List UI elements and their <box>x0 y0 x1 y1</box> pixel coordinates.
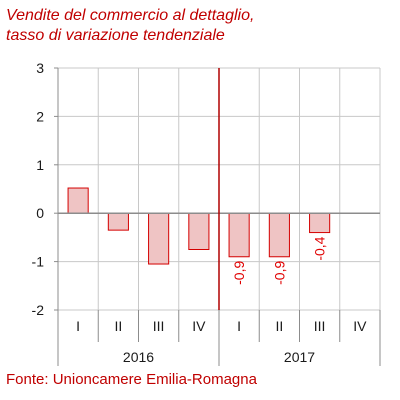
data-label: -0,9 <box>231 261 247 285</box>
bar <box>188 212 210 250</box>
x-tick-label: III <box>314 318 326 334</box>
x-tick-label: III <box>153 318 165 334</box>
year-label: 2016 <box>123 349 154 365</box>
x-tick-label: I <box>76 318 80 334</box>
x-tick-label: IV <box>192 318 206 334</box>
year-label: 2017 <box>284 349 315 365</box>
x-tick-label: II <box>275 318 283 334</box>
chart-title-line-2: tasso di variazione tendenziale <box>6 27 225 44</box>
y-tick-label: 3 <box>36 60 44 76</box>
bar <box>67 187 89 214</box>
x-tick-label: II <box>114 318 122 334</box>
y-tick-label: -2 <box>32 302 45 318</box>
data-label: -0,4 <box>312 236 328 260</box>
x-tick-label: IV <box>353 318 367 334</box>
bar <box>107 212 129 231</box>
chart-title: Vendite del commercio al dettaglio, tass… <box>6 6 396 46</box>
y-tick-label: 1 <box>36 157 44 173</box>
y-tick-label: 0 <box>36 205 44 221</box>
source-note: Fonte: Unioncamere Emilia-Romagna <box>6 371 257 388</box>
bar <box>228 212 250 258</box>
y-tick-label: -1 <box>32 254 45 270</box>
bar <box>309 212 331 234</box>
chart-title-line-1: Vendite del commercio al dettaglio, <box>6 7 255 24</box>
bar <box>148 212 170 265</box>
y-tick-label: 2 <box>36 108 44 124</box>
bar <box>268 212 290 258</box>
x-tick-label: I <box>237 318 241 334</box>
data-label: -0,9 <box>271 261 287 285</box>
